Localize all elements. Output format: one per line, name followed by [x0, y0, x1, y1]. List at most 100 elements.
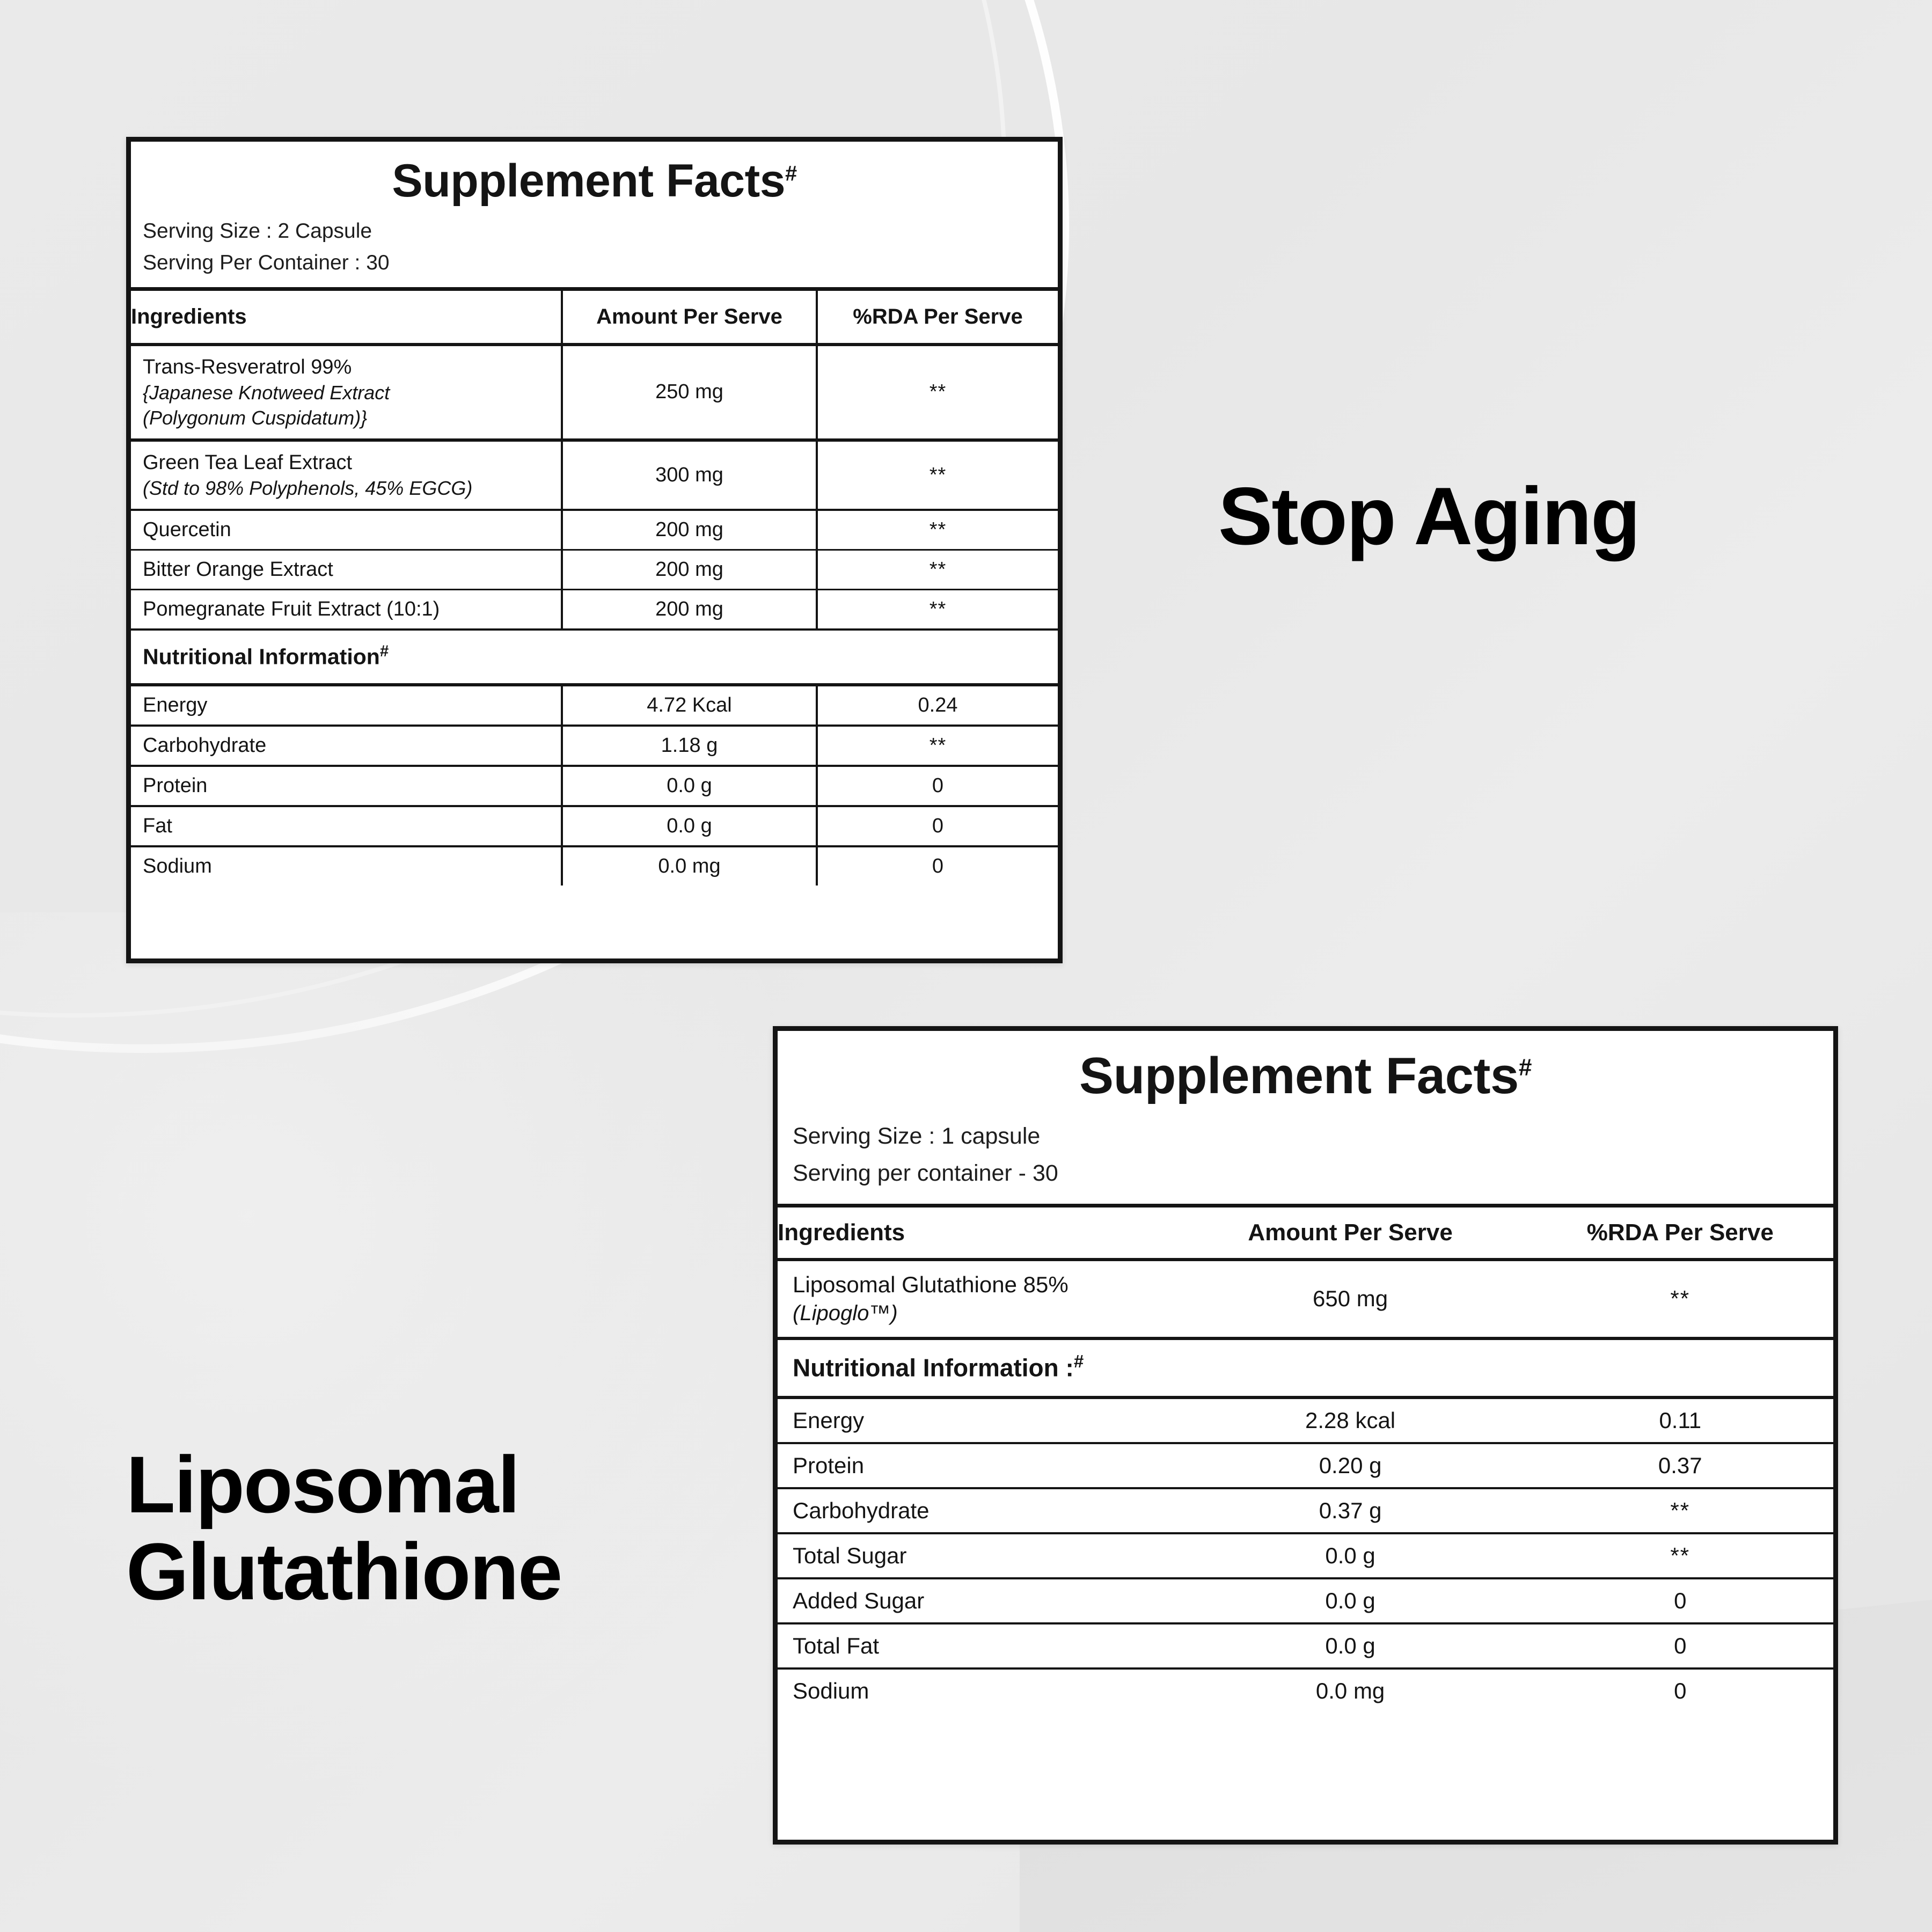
- headline-stop-aging: Stop Aging: [1218, 471, 1641, 562]
- panel-one-col-rda: %RDA Per Serve: [816, 289, 1058, 346]
- panel-two-col-ingredients: Ingredients: [778, 1205, 1174, 1261]
- table-row: Liposomal Glutathione 85% (Lipoglo™) 650…: [778, 1257, 1833, 1340]
- panel-two-title: Supplement Facts#: [778, 1031, 1833, 1113]
- panel-one-facts-table: Ingredients Amount Per Serve %RDA Per Se…: [131, 287, 1058, 886]
- panel-one-ingredient-rda-2: **: [816, 509, 1058, 551]
- panel-one-nutrition-name-1: Carbohydrate: [131, 726, 564, 767]
- table-row: Protein 0.0 g 0: [131, 766, 1058, 808]
- panel-one-nutrition-name-3: Fat: [131, 806, 564, 848]
- table-row: Trans-Resveratrol 99% {Japanese Knotweed…: [131, 343, 1058, 441]
- panel-one-serving-size: Serving Size : 2 Capsule: [143, 219, 372, 243]
- panel-two-col-amount: Amount Per Serve: [1173, 1205, 1527, 1261]
- panel-one-header-row: Ingredients Amount Per Serve %RDA Per Se…: [131, 289, 1058, 346]
- panel-one-ingredient-name-0: Trans-Resveratrol 99% {Japanese Knotweed…: [131, 343, 564, 441]
- panel-two-facts-table: Ingredients Amount Per Serve %RDA Per Se…: [778, 1203, 1833, 1713]
- panel-one-ingredient-amount-4: 200 mg: [562, 589, 818, 631]
- panel-one-nutrition-rda-0: 0.24: [816, 683, 1058, 727]
- panel-one-ingredient-rda-0: **: [816, 343, 1058, 441]
- panel-one-nutrition-amount-3: 0.0 g: [562, 806, 818, 848]
- table-row: Bitter Orange Extract 200 mg **: [131, 550, 1058, 590]
- panel-two-ingredient-rda-0: **: [1527, 1257, 1833, 1340]
- table-row: Quercetin 200 mg **: [131, 509, 1058, 551]
- table-row: Protein 0.20 g 0.37: [778, 1443, 1833, 1489]
- headline-liposomal-line-2: Glutathione: [126, 1526, 562, 1616]
- panel-one-nutrition-name-0: Energy: [131, 683, 564, 727]
- table-row: Energy 2.28 kcal 0.11: [778, 1395, 1833, 1444]
- ingredient-subtitle-1: (Lipoglo™): [793, 1301, 898, 1326]
- ingredient-subtitle-1: (Std to 98% Polyphenols, 45% EGCG): [143, 477, 473, 499]
- panel-one-title-text: Supplement Facts: [392, 155, 786, 207]
- panel-one-nutrition-rda-4: 0: [932, 855, 944, 878]
- panel-two-nutrition-name-5: Total Fat: [778, 1623, 1174, 1670]
- panel-one-nutrition-name-4: Sodium: [131, 846, 564, 886]
- panel-two-nutrition-name-0: Energy: [778, 1395, 1174, 1444]
- panel-one-ingredient-rda-3: **: [816, 550, 1058, 590]
- panel-one-serving-per-container: Serving Per Container : 30: [143, 251, 390, 274]
- panel-one-nutrition-heading: Nutritional Information#: [131, 629, 1058, 686]
- panel-one-nutrition-amount-2: 0.0 g: [562, 766, 818, 808]
- panel-two-nutrition-name-1: Protein: [778, 1443, 1174, 1489]
- nutrition-heading-hash: #: [379, 642, 389, 660]
- panel-one-nutrition-amount-0: 4.72 Kcal: [562, 683, 818, 727]
- panel-two-serving-per-container: Serving per container - 30: [793, 1160, 1058, 1186]
- panel-one-nutrition-amount-1: 1.18 g: [562, 726, 818, 767]
- panel-one-ingredient-name-4: Pomegranate Fruit Extract (10:1): [131, 589, 564, 631]
- table-row: Fat 0.0 g 0: [131, 806, 1058, 848]
- table-row: Sodium 0.0 mg 0: [778, 1668, 1833, 1713]
- ingredient-title: Liposomal Glutathione 85%: [793, 1271, 1069, 1297]
- panel-one-nutrition-rda-2: 0: [816, 766, 1058, 808]
- panel-one-ingredient-amount-0: 250 mg: [562, 343, 818, 441]
- panel-two-title-text: Supplement Facts: [1079, 1047, 1519, 1104]
- panel-one-ingredient-amount-1: 300 mg: [562, 438, 818, 511]
- panel-two-nutrition-name-2: Carbohydrate: [778, 1488, 1174, 1534]
- panel-one-ingredient-name-3: Bitter Orange Extract: [131, 550, 564, 590]
- ingredient-subtitle-1: {Japanese Knotweed Extract: [143, 382, 390, 404]
- panel-two-nutrition-amount-5: 0.0 g: [1173, 1623, 1527, 1670]
- table-row: Carbohydrate 0.37 g **: [778, 1488, 1833, 1534]
- table-row: Energy 4.72 Kcal 0.24: [131, 683, 1058, 727]
- panel-two-nutrition-name-6: Sodium: [793, 1678, 869, 1703]
- panel-two-col-rda: %RDA Per Serve: [1527, 1205, 1833, 1261]
- table-row: Pomegranate Fruit Extract (10:1) 200 mg …: [131, 589, 1058, 631]
- panel-two-ingredient-amount-0: 650 mg: [1173, 1257, 1527, 1340]
- ingredient-subtitle-2: (Polygonum Cuspidatum)}: [143, 406, 368, 429]
- background-soft-glow: [0, 912, 859, 1932]
- panel-two-header-row: Ingredients Amount Per Serve %RDA Per Se…: [778, 1205, 1833, 1261]
- panel-one-ingredient-name-2: Quercetin: [131, 509, 564, 551]
- panel-two-nutrition-rda-0: 0.11: [1527, 1395, 1833, 1444]
- nutrition-heading-text: Nutritional Information: [143, 644, 380, 669]
- panel-two-nutrition-rda-6: 0: [1674, 1678, 1687, 1703]
- panel-one-title: Supplement Facts#: [131, 142, 1058, 214]
- panel-two-serving-size: Serving Size : 1 capsule: [793, 1123, 1041, 1149]
- panel-two-nutrition-rda-1: 0.37: [1527, 1443, 1833, 1489]
- panel-one-ingredient-amount-3: 200 mg: [562, 550, 818, 590]
- panel-two-nutrition-amount-4: 0.0 g: [1173, 1578, 1527, 1624]
- panel-one-nutrition-name-2: Protein: [131, 766, 564, 808]
- ingredient-title: Green Tea Leaf Extract: [143, 451, 353, 474]
- panel-one-title-hash: #: [785, 162, 797, 186]
- panel-one-col-ingredients: Ingredients: [131, 289, 564, 346]
- supplement-facts-panel-liposomal-glutathione: Supplement Facts# Serving Size : 1 capsu…: [773, 1026, 1838, 1845]
- table-row: Carbohydrate 1.18 g **: [131, 726, 1058, 767]
- supplement-facts-panel-stop-aging: Supplement Facts# Serving Size : 2 Capsu…: [126, 137, 1063, 963]
- nutrition-heading-hash: #: [1073, 1351, 1084, 1372]
- panel-two-nutrition-amount-3: 0.0 g: [1173, 1533, 1527, 1579]
- table-row: Sodium 0.0 mg 0: [131, 846, 1058, 886]
- headline-liposomal-line-1: Liposomal: [126, 1439, 520, 1529]
- panel-one-nutrition-amount-4: 0.0 mg: [562, 846, 818, 886]
- panel-one-nutrition-heading-row: Nutritional Information#: [131, 629, 1058, 686]
- panel-two-serving-block: Serving Size : 1 capsule Serving per con…: [778, 1113, 1833, 1204]
- panel-two-title-hash: #: [1518, 1055, 1532, 1081]
- panel-two-ingredient-name-0: Liposomal Glutathione 85% (Lipoglo™): [778, 1257, 1174, 1340]
- panel-two-nutrition-heading: Nutritional Information :#: [778, 1336, 1833, 1399]
- table-row: Green Tea Leaf Extract (Std to 98% Polyp…: [131, 438, 1058, 511]
- panel-one-nutrition-rda-1: **: [816, 726, 1058, 767]
- headline-liposomal-glutathione: Liposomal Glutathione: [126, 1439, 562, 1616]
- panel-two-nutrition-amount-0: 2.28 kcal: [1173, 1395, 1527, 1444]
- nutrition-heading-text: Nutritional Information :: [793, 1353, 1074, 1381]
- panel-two-nutrition-heading-row: Nutritional Information :#: [778, 1336, 1833, 1399]
- panel-one-nutrition-rda-3: 0: [816, 806, 1058, 848]
- panel-one-serving-block: Serving Size : 2 Capsule Serving Per Con…: [131, 214, 1058, 287]
- panel-one-ingredient-rda-4: **: [816, 589, 1058, 631]
